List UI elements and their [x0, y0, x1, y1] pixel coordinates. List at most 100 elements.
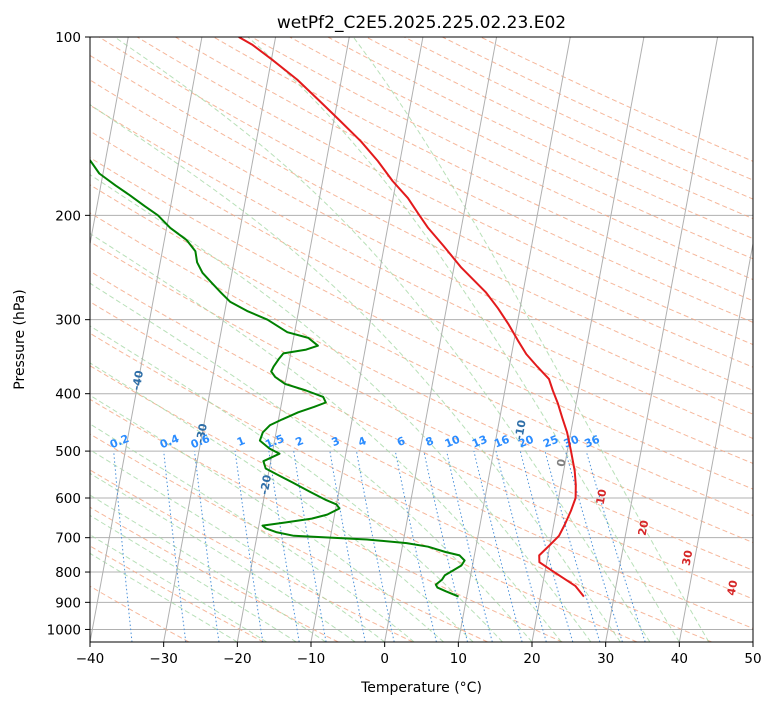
y-tick-label: 400	[55, 387, 81, 403]
isotherm-label: -40	[130, 369, 146, 391]
y-tick-label: 900	[55, 595, 81, 611]
background-lines	[90, 37, 753, 642]
mixing-ratio-label: 16	[492, 433, 511, 451]
y-tick-label: 300	[55, 313, 81, 329]
dry-adiabat	[213, 37, 753, 302]
mixing-ratio-label: 3	[330, 434, 342, 449]
dry-adiabat	[251, 37, 753, 281]
y-tick-label: 500	[55, 444, 81, 460]
mixing-ratio-line	[329, 451, 366, 642]
mixing-ratio-line	[585, 450, 646, 642]
mixing-ratio-label: 10	[443, 433, 462, 451]
y-tick-label: 600	[55, 491, 81, 507]
profiles	[90, 37, 585, 598]
moist-adiabat	[90, 534, 268, 642]
moist-adiabat	[247, 37, 680, 642]
mixing-ratio-line	[519, 450, 574, 642]
chart-title: wetPf2_C2E5.2025.225.02.23.E02	[277, 13, 566, 33]
mixing-ratio-label: 30	[562, 433, 581, 451]
x-tick-label: 30	[597, 651, 614, 667]
x-tick-label: −20	[223, 651, 252, 667]
dry-adiabat	[90, 104, 753, 440]
isotherm-label: 30	[680, 549, 696, 567]
isotherm-label: -10	[512, 419, 528, 441]
x-tick-label: 50	[744, 651, 761, 667]
dry-adiabat	[442, 37, 753, 181]
mixing-ratio-line	[293, 451, 327, 642]
y-tick-label: 100	[55, 30, 81, 46]
isotherm	[531, 37, 645, 642]
x-axis-label: Temperature (°C)	[360, 680, 482, 696]
dry-adiabat	[90, 332, 712, 642]
x-tick-label: −30	[149, 651, 178, 667]
moist-adiabat	[90, 423, 415, 642]
mixing-ratio-line	[473, 450, 523, 642]
isotherm	[678, 241, 753, 642]
y-tick-label: 700	[55, 531, 81, 547]
plot-frame	[89, 36, 754, 643]
dry-adiabat	[90, 270, 753, 600]
moist-adiabat	[90, 552, 238, 642]
mixing-ratio-line	[495, 450, 547, 642]
temperature-profile	[238, 37, 585, 598]
isotherm	[90, 37, 129, 247]
mixing-ratio-line	[423, 450, 468, 642]
x-tick-label: 0	[380, 651, 389, 667]
mixing-ratio-line	[565, 450, 623, 642]
moist-adiabat	[90, 494, 326, 642]
x-tick-label: −10	[297, 651, 326, 667]
mixing-ratio-line	[446, 450, 493, 642]
isotherm	[384, 37, 498, 642]
mixing-ratio-label: 1	[235, 434, 247, 449]
isotherm	[310, 37, 424, 642]
mixing-ratio-label: 25	[541, 433, 560, 451]
x-tick-label: 10	[450, 651, 467, 667]
dry-adiabat	[403, 37, 753, 200]
mixing-ratio-label: 20	[517, 433, 536, 451]
mixing-ratio-label: 13	[470, 433, 489, 451]
dry-adiabat	[90, 79, 753, 415]
mixing-ratio-line	[163, 451, 187, 642]
mixing-ratio-line	[234, 451, 264, 642]
mixing-ratio-line	[356, 451, 395, 642]
dry-adiabat	[90, 301, 753, 630]
moist-adiabat	[114, 37, 651, 642]
moist-adiabat	[90, 174, 592, 642]
x-axis: −40 −30 −20 −10 0 10 20 30 40 50	[76, 642, 762, 667]
y-axis: 100 200 300 400 500 600 700 800 900 1000	[47, 30, 90, 638]
isotherm-label: -30	[194, 422, 210, 444]
dry-adiabat	[365, 37, 753, 220]
moist-adiabat	[90, 104, 621, 642]
dry-adiabat	[90, 54, 753, 391]
x-tick-label: −40	[76, 651, 105, 667]
mixing-ratio-line	[544, 450, 601, 642]
isotherm-label: 20	[636, 519, 652, 537]
moist-adiabat	[90, 325, 503, 642]
isotherm-label: -20	[258, 473, 274, 495]
moist-adiabat	[90, 472, 356, 642]
y-tick-label: 200	[55, 208, 81, 224]
x-tick-label: 40	[671, 651, 688, 667]
dry-adiabat	[90, 130, 753, 465]
x-tick-label: 20	[523, 651, 540, 667]
mixing-ratio-label: 8	[424, 434, 436, 449]
mixing-ratio-label: 36	[582, 433, 601, 451]
mixing-ratio-line	[194, 451, 220, 642]
dry-adiabat	[90, 365, 638, 642]
isotherm	[457, 37, 571, 642]
moist-adiabat	[90, 282, 533, 642]
dewpoint-profile	[90, 158, 466, 598]
dry-adiabat	[98, 37, 753, 368]
dry-adiabat	[90, 398, 563, 642]
y-tick-label: 1000	[47, 622, 81, 638]
isotherm-label: 0	[554, 458, 568, 468]
y-tick-label: 800	[55, 565, 81, 581]
dry-adiabat	[90, 241, 753, 571]
isotherm-label: 40	[725, 579, 741, 597]
moist-adiabat	[90, 449, 385, 642]
isotherm	[163, 37, 277, 642]
moist-adiabat	[90, 362, 474, 642]
dry-adiabat	[90, 212, 753, 544]
